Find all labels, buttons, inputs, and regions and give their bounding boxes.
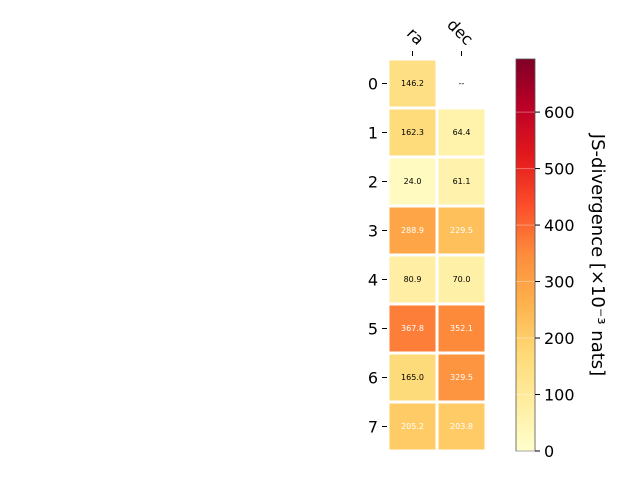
- column-tick-label: ra: [403, 24, 428, 49]
- row-tick-label: 2: [368, 173, 378, 192]
- colorbar: 0 100 200 300 400 500 600 JS-divergence [×10⁻³…: [515, 58, 608, 461]
- row-tick-label: 1: [368, 124, 378, 143]
- cell-value-label: 80.9: [404, 275, 422, 284]
- cell-value-label: 162.3: [401, 128, 424, 137]
- heatmap-cell: [389, 256, 436, 303]
- row-tick-label: 6: [368, 369, 378, 388]
- colorbar-gradient: [515, 58, 536, 452]
- cell-value-label: 61.1: [453, 177, 471, 186]
- colorbar-tick-label: 0: [544, 442, 554, 461]
- heatmap-cell: [438, 60, 485, 107]
- heatmap-cell: [438, 403, 485, 450]
- heatmap-cell: [438, 305, 485, 352]
- heatmap-cell: [389, 207, 436, 254]
- cell-value-label: 24.0: [404, 177, 422, 186]
- heatmap-cell: [438, 158, 485, 205]
- cell-value-label: 288.9: [401, 226, 424, 235]
- colorbar-tick-label: 300: [544, 273, 575, 292]
- row-tick-label: 7: [368, 418, 378, 437]
- row-tick-label: 3: [368, 222, 378, 241]
- colorbar-ticks: 0 100 200 300 400 500 600: [516, 103, 575, 461]
- heatmap-cell: [438, 354, 485, 401]
- heatmap-cell: [389, 354, 436, 401]
- cell-value-label: 352.1: [450, 324, 473, 333]
- heatmap-cell: [438, 109, 485, 156]
- cell-value-label: 146.2: [401, 79, 424, 88]
- row-tick-label: 4: [368, 271, 378, 290]
- colorbar-tick-label: 200: [544, 329, 575, 348]
- column-tick-label: dec: [443, 15, 477, 49]
- colorbar-tick-label: 400: [544, 216, 575, 235]
- heatmap-cell: [389, 60, 436, 107]
- cell-value-label: --: [459, 79, 465, 88]
- heatmap-cell: [389, 305, 436, 352]
- colorbar-tick-label: 100: [544, 386, 575, 405]
- cell-value-label: 205.2: [401, 422, 424, 431]
- colorbar-tick-label: 600: [544, 103, 575, 122]
- column-labels: ra dec: [403, 15, 477, 56]
- cell-value-label: 203.8: [450, 422, 473, 431]
- heatmap-cells: 146.2 -- 162.3 64.4 24.0 61.1 288.9 229.5 80.9 70…: [389, 60, 485, 450]
- cell-value-label: 229.5: [450, 226, 473, 235]
- row-tick-label: 5: [368, 320, 378, 339]
- row-labels: 0 1 2 3 4 5 6 7: [368, 75, 387, 437]
- cell-value-label: 64.4: [453, 128, 471, 137]
- heatmap-cell: [438, 256, 485, 303]
- heatmap-cell: [389, 403, 436, 450]
- colorbar-label: JS-divergence [×10⁻³ nats]: [587, 133, 608, 376]
- cell-value-label: 165.0: [401, 373, 424, 382]
- heatmap-cell: [438, 207, 485, 254]
- cell-value-label: 367.8: [401, 324, 424, 333]
- colorbar-tick-label: 500: [544, 160, 575, 179]
- cell-value-label: 70.0: [453, 275, 471, 284]
- heatmap-cell: [389, 109, 436, 156]
- cell-value-label: 329.5: [450, 373, 473, 382]
- heatmap-cell: [389, 158, 436, 205]
- row-tick-label: 0: [368, 75, 378, 94]
